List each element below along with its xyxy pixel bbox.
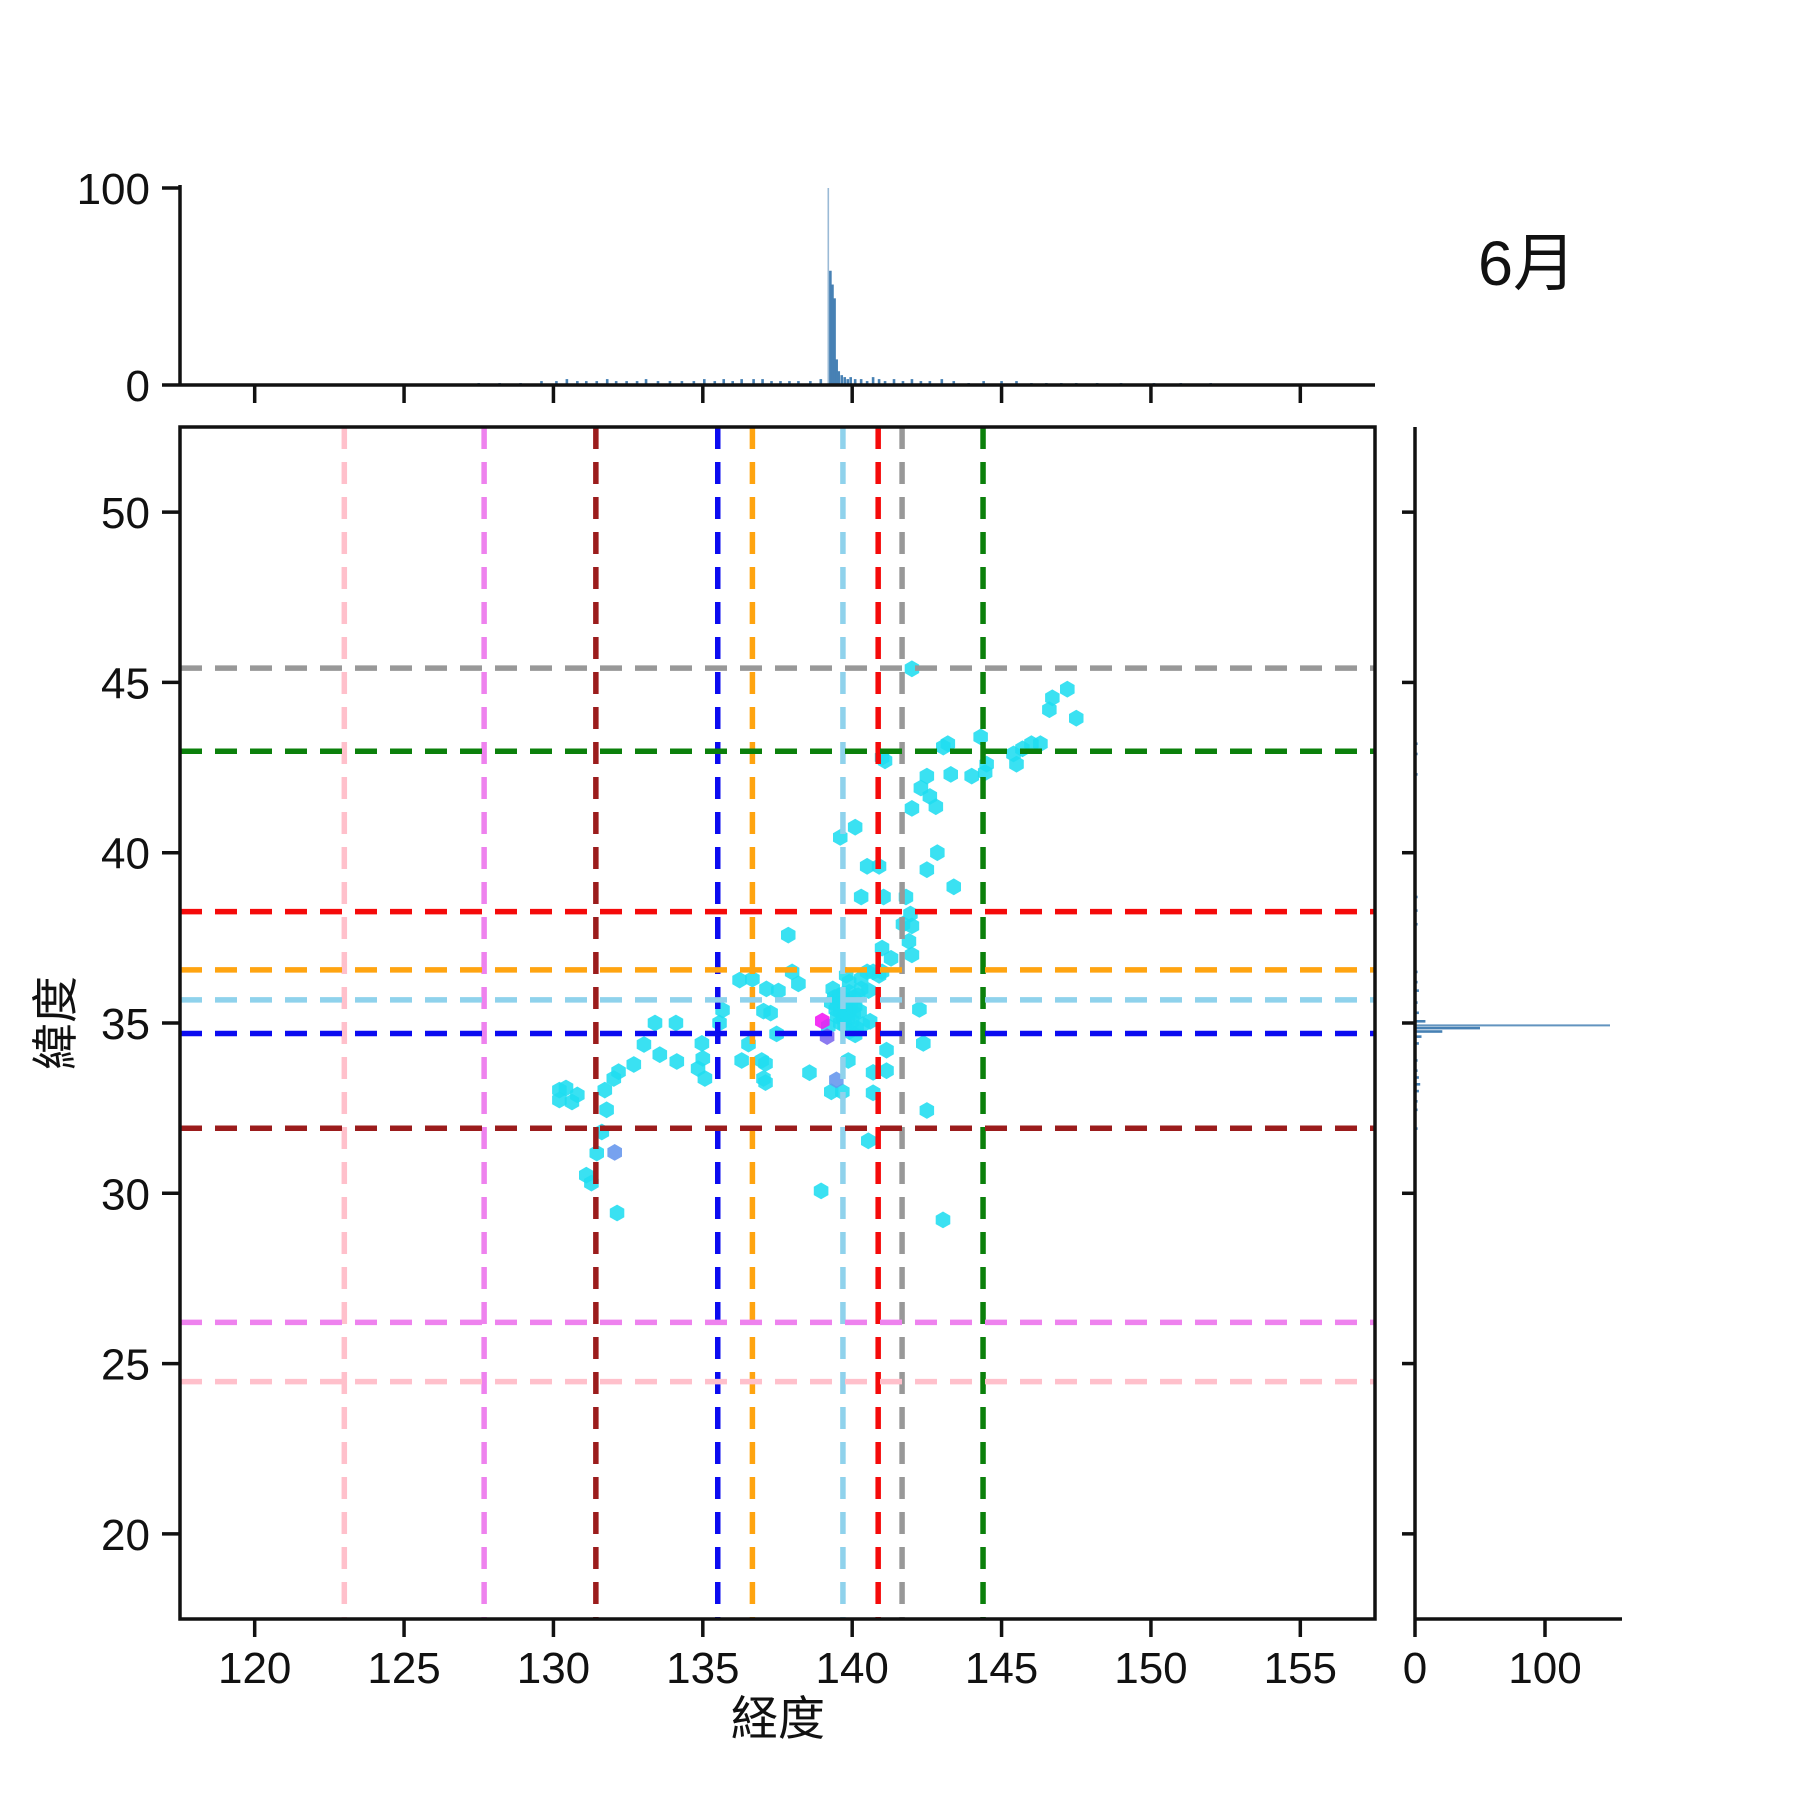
data-point-hexagon — [694, 1035, 710, 1052]
data-point-hexagon — [597, 1081, 613, 1099]
data-point-hexagon — [647, 1014, 663, 1032]
data-point-hexagon — [879, 1062, 894, 1080]
svg-text:0: 0 — [1403, 1644, 1427, 1693]
data-point-hexagon — [791, 975, 806, 993]
data-point-hexagon — [901, 932, 917, 950]
data-point-hexagon — [943, 766, 958, 783]
data-point-hexagon — [1060, 680, 1075, 698]
data-point-hexagon — [916, 1035, 931, 1052]
data-point-hexagon — [859, 857, 875, 875]
y-axis-label: 緯度 — [29, 976, 82, 1070]
data-point-hexagon — [758, 1074, 773, 1091]
data-point-hexagon — [904, 660, 920, 678]
data-point-hexagon — [912, 1001, 927, 1018]
svg-text:25: 25 — [101, 1341, 150, 1390]
svg-text:150: 150 — [1114, 1644, 1187, 1693]
x-axis-label: 経度 — [731, 1692, 825, 1745]
data-point-hexagon — [964, 767, 979, 785]
data-point-hexagon — [829, 1071, 844, 1089]
data-point-hexagon — [759, 980, 774, 998]
data-point-hexagon — [813, 1182, 829, 1200]
data-point-hexagon — [636, 1036, 652, 1053]
top-histogram: 0 100 — [77, 165, 1375, 411]
data-point-hexagon — [930, 844, 945, 862]
data-point-hexagon — [609, 1204, 625, 1222]
data-point-hexagon — [879, 1041, 894, 1059]
data-point-hexagon — [904, 946, 920, 964]
data-point-hexagon — [652, 1046, 668, 1064]
svg-text:155: 155 — [1264, 1644, 1337, 1693]
svg-text:135: 135 — [666, 1644, 739, 1693]
data-point-hexagon — [802, 1064, 817, 1082]
data-point-hexagon — [904, 800, 920, 817]
scatter-points — [552, 660, 1084, 1229]
svg-text:145: 145 — [965, 1644, 1038, 1693]
svg-text:40: 40 — [101, 830, 150, 879]
svg-text:120: 120 — [218, 1644, 291, 1693]
data-point-hexagon — [626, 1056, 642, 1073]
data-point-hexagon — [552, 1091, 567, 1109]
data-point-hexagon — [599, 1101, 614, 1119]
data-point-hexagon — [669, 1053, 685, 1070]
data-point-hexagon — [1033, 735, 1048, 753]
data-point-hexagon — [903, 905, 918, 923]
data-point-hexagon — [928, 798, 944, 816]
data-point-hexagon — [861, 1132, 876, 1150]
data-point-hexagon — [1069, 709, 1084, 727]
svg-text:140: 140 — [815, 1644, 888, 1693]
data-point-hexagon — [570, 1086, 585, 1104]
svg-text:100: 100 — [1508, 1644, 1581, 1693]
data-point-hexagon — [904, 917, 920, 935]
data-point-hexagon — [558, 1079, 574, 1097]
data-point-hexagon — [697, 1070, 713, 1087]
svg-text:30: 30 — [101, 1170, 150, 1219]
svg-text:50: 50 — [101, 489, 150, 538]
data-point-hexagon — [745, 970, 760, 988]
data-point-hexagon — [815, 1012, 830, 1030]
data-point-hexagon — [607, 1144, 622, 1161]
chart-title: 6月 — [1478, 229, 1576, 299]
data-point-hexagon — [835, 1083, 850, 1101]
right-histogram: 0 100 — [1402, 427, 1622, 1693]
data-point-hexagon — [935, 1211, 951, 1229]
data-point-hexagon — [973, 728, 988, 746]
data-point-hexagon — [758, 1055, 773, 1072]
data-point-hexagon — [940, 735, 956, 753]
data-point-hexagon — [862, 1012, 878, 1030]
svg-text:125: 125 — [367, 1644, 440, 1693]
data-point-hexagon — [883, 949, 899, 967]
data-point-hexagon — [611, 1063, 626, 1081]
data-point-hexagon — [824, 1083, 839, 1101]
data-point-hexagon — [734, 1052, 749, 1069]
main-axes: 120 125 130 135 140 145 150 155 20 25 30 35 40 45 50 — [101, 425, 1377, 1693]
svg-text:130: 130 — [517, 1644, 590, 1693]
data-point-hexagon — [668, 1014, 684, 1032]
data-point-hexagon — [1045, 689, 1060, 707]
data-point-hexagon — [732, 971, 747, 989]
data-point-hexagon — [919, 767, 935, 785]
reference-dashed-lines — [180, 427, 1375, 1619]
data-point-hexagon — [847, 818, 863, 836]
svg-text:35: 35 — [101, 1000, 150, 1049]
data-point-hexagon — [877, 752, 893, 770]
svg-text:0: 0 — [126, 362, 150, 411]
data-point-hexagon — [946, 878, 961, 896]
data-point-hexagon — [919, 1102, 935, 1119]
data-point-hexagon — [781, 926, 796, 944]
data-point-hexagon — [771, 982, 786, 1000]
data-point-hexagon — [763, 1004, 778, 1022]
svg-text:100: 100 — [77, 165, 150, 214]
svg-text:45: 45 — [101, 659, 150, 708]
data-point-hexagon — [919, 861, 935, 879]
svg-text:20: 20 — [101, 1511, 150, 1560]
data-point-hexagon — [853, 888, 869, 906]
